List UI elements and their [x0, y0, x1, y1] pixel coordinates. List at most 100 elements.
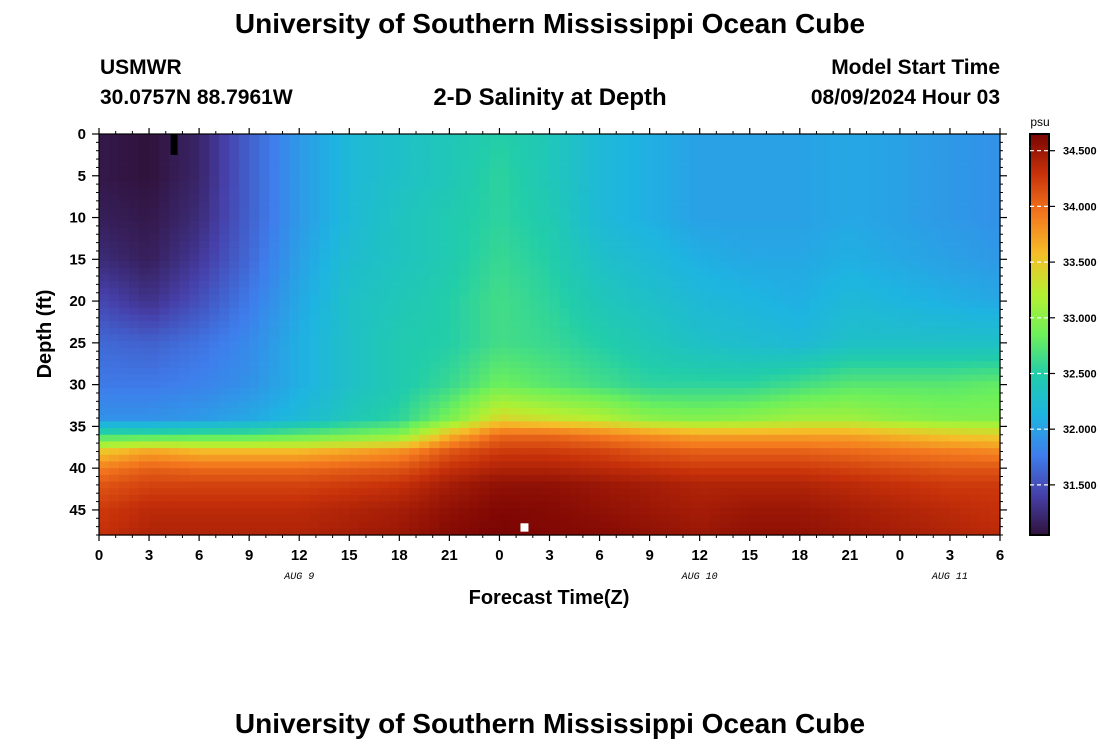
heatmap-cell — [529, 294, 541, 302]
heatmap-cell — [719, 200, 731, 209]
heatmap-cell — [159, 260, 170, 269]
heatmap-cell — [169, 200, 180, 209]
heatmap-cell — [539, 267, 551, 275]
heatmap-cell — [279, 200, 290, 209]
heatmap-cell — [649, 200, 661, 209]
heatmap-cell — [269, 314, 280, 322]
heatmap-cell — [109, 154, 120, 162]
heatmap-cell — [189, 414, 200, 422]
heatmap-cell — [269, 381, 280, 389]
heatmap-cell — [389, 448, 400, 456]
heatmap-cell — [579, 274, 591, 282]
heatmap-cell — [269, 408, 280, 416]
heatmap-cell — [509, 354, 521, 362]
heatmap-cell — [719, 321, 731, 329]
heatmap-cell — [959, 374, 971, 382]
heatmap-cell — [839, 401, 851, 409]
heatmap-cell — [129, 381, 140, 389]
heatmap-cell — [159, 314, 170, 322]
heatmap-cell — [349, 481, 360, 489]
heatmap-cell — [479, 240, 491, 249]
heatmap-cell — [539, 428, 551, 436]
heatmap-cell — [169, 274, 180, 282]
heatmap-cell — [929, 207, 941, 215]
heatmap-cell — [939, 160, 951, 169]
heatmap-cell — [239, 381, 250, 389]
heatmap-cell — [149, 361, 160, 369]
heatmap-cell — [749, 361, 761, 369]
heatmap-cell — [959, 428, 971, 436]
heatmap-cell — [379, 247, 390, 255]
heatmap-cell — [679, 434, 691, 443]
heatmap-cell — [609, 187, 621, 195]
heatmap-cell — [369, 448, 380, 456]
heatmap-cell — [349, 154, 360, 162]
heatmap-cell — [269, 167, 280, 175]
heatmap-cell — [799, 474, 811, 483]
heatmap-cell — [559, 187, 571, 195]
heatmap-cell — [689, 454, 701, 463]
heatmap-cell — [949, 474, 961, 483]
heatmap-cell — [209, 434, 220, 443]
heatmap-cell — [789, 428, 801, 436]
heatmap-cell — [279, 367, 290, 376]
heatmap-cell — [819, 214, 831, 222]
heatmap-cell — [989, 227, 1001, 235]
heatmap-cell — [909, 227, 921, 235]
heatmap-cell — [949, 434, 961, 443]
heatmap-cell — [669, 134, 681, 142]
heatmap-cell — [469, 428, 481, 436]
heatmap-cell — [899, 140, 911, 148]
heatmap-cell — [859, 434, 871, 443]
heatmap-cell — [699, 160, 711, 169]
heatmap-cell — [759, 428, 771, 436]
heatmap-cell — [839, 234, 851, 242]
heatmap-cell — [189, 140, 200, 148]
heatmap-cell — [399, 401, 410, 409]
heatmap-cell — [339, 394, 350, 402]
heatmap-cell — [169, 341, 180, 349]
heatmap-cell — [679, 147, 691, 155]
heatmap-cell — [539, 334, 551, 342]
heatmap-cell — [959, 408, 971, 416]
heatmap-cell — [819, 194, 831, 202]
heatmap-cell — [609, 174, 621, 182]
heatmap-cell — [389, 134, 400, 142]
heatmap-cell — [659, 428, 671, 436]
heatmap-cell — [789, 354, 801, 362]
heatmap-cell — [939, 421, 951, 429]
heatmap-cell — [799, 488, 811, 496]
heatmap-cell — [329, 247, 340, 255]
heatmap-cell — [929, 240, 941, 249]
heatmap-cell — [309, 214, 320, 222]
heatmap-cell — [379, 180, 390, 189]
heatmap-cell — [379, 267, 390, 275]
heatmap-cell — [349, 281, 360, 289]
heatmap-cell — [219, 387, 230, 396]
heatmap-cell — [189, 134, 200, 142]
heatmap-cell — [219, 481, 230, 489]
heatmap-cell — [739, 481, 751, 489]
heatmap-cell — [499, 140, 511, 148]
heatmap-cell — [209, 501, 220, 509]
heatmap-cell — [519, 294, 531, 302]
heatmap-cell — [529, 347, 541, 356]
heatmap-cell — [209, 240, 220, 249]
heatmap-cell — [899, 414, 911, 422]
heatmap-cell — [579, 254, 591, 262]
heatmap-cell — [679, 321, 691, 329]
heatmap-cell — [729, 180, 741, 189]
heatmap-cell — [939, 474, 951, 483]
heatmap-cell — [469, 381, 481, 389]
heatmap-cell — [789, 160, 801, 169]
heatmap-cell — [319, 454, 330, 463]
heatmap-cell — [779, 174, 791, 182]
heatmap-cell — [119, 408, 130, 416]
heatmap-cell — [109, 408, 120, 416]
heatmap-cell — [939, 154, 951, 162]
heatmap-cell — [749, 187, 761, 195]
heatmap-cell — [729, 260, 741, 269]
heatmap-cell — [769, 387, 781, 396]
heatmap-cell — [839, 367, 851, 376]
heatmap-cell — [189, 207, 200, 215]
